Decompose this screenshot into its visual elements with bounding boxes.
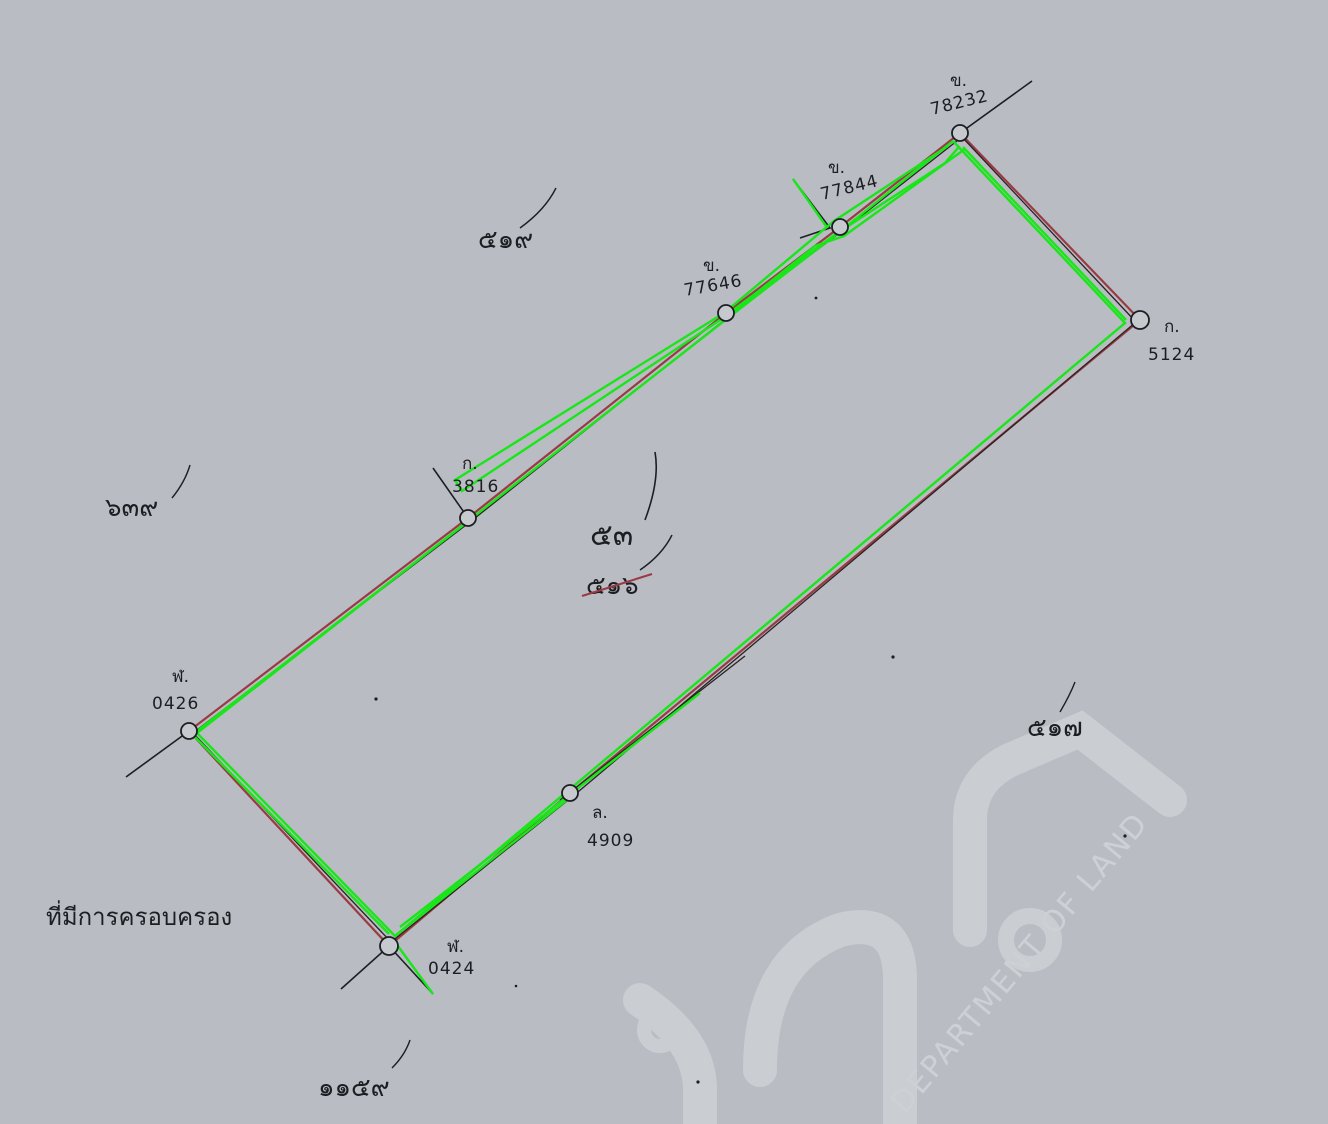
marker-code-0424: 0424 [428,959,475,979]
marker-3816 [459,509,477,527]
marker-code-77646: 77646 [682,271,744,301]
boundary-ink [192,136,1137,943]
parcel-south: ๑๑๕๙ [318,1073,390,1103]
marker-prefix-0426: ฬ. [172,667,189,687]
marker-code-5124: 5124 [1148,345,1195,365]
watermark: DEPARTMENT OF LAND [623,710,1187,1124]
parcel-center-top: ๕๓ [590,518,633,553]
marker-code-78232: 78232 [928,86,990,120]
marker-4909 [561,784,579,802]
marker-prefix-3816: ก. [462,454,478,474]
parcel-boundary [187,132,1142,948]
parcel-west: ๖๓๙ [105,493,158,523]
marker-code-3816: 3816 [452,477,499,497]
parcel-labels: ๕๑๙ ๖๓๙ ๕๓ ๕๑๖ ๕๑๗ ๑๑๕๙ [105,187,1083,1103]
marker-prefix-77844: ข. [828,158,845,178]
marker-prefix-5124: ก. [1164,317,1180,337]
marker-prefix-0424: ฬ. [447,937,464,957]
marker-77646 [717,304,735,322]
marker-prefix-77646: ข. [703,256,720,276]
tick-lines [125,80,1033,995]
survey-markers [180,124,1150,956]
marker-0424 [379,936,399,956]
marker-labels: ข. 78232 ข. 77844 ข. 77646 ก. 3816 ก. 51… [152,71,1195,979]
marker-78232 [951,124,969,142]
marker-77844 [831,218,849,236]
marker-code-0426: 0426 [152,694,199,714]
marker-code-4909: 4909 [587,831,634,851]
stray-dots [374,296,1127,1084]
marker-0426 [180,722,198,740]
parcel-east: ๕๑๗ [1027,713,1083,743]
green-overlay [194,140,1127,995]
marker-prefix-78232: ข. [950,71,967,91]
marker-prefix-4909: ล. [592,803,608,823]
parcel-north: ๕๑๙ [478,225,533,255]
possession-note: ที่มีการครอบครอง [46,900,232,931]
watermark-text: DEPARTMENT OF LAND [884,806,1156,1120]
marker-5124 [1130,310,1150,330]
